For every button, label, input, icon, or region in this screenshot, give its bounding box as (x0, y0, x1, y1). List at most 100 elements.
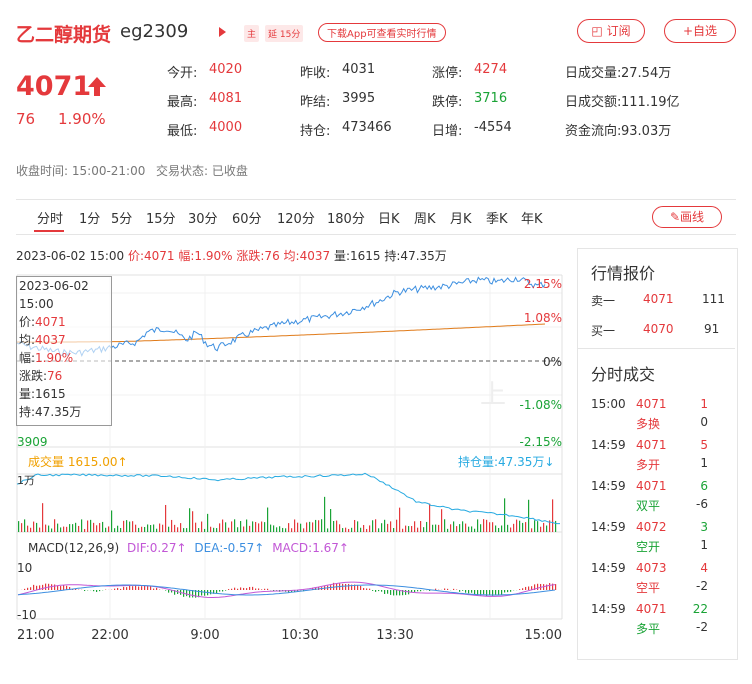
volume-bar (138, 527, 140, 532)
volume-bar (531, 528, 533, 532)
volume-bar (426, 521, 428, 532)
macd-bar (405, 590, 407, 595)
macd-bar (186, 590, 188, 597)
macd-bar (468, 590, 470, 594)
macd-bar (363, 587, 365, 590)
macd-bar (360, 585, 362, 590)
macd-bar (60, 586, 62, 590)
macd-bar (399, 590, 401, 596)
volume-bar (174, 524, 176, 532)
trade-volume: 22 (692, 602, 708, 616)
trade-time: 14:59 (591, 561, 626, 575)
subscribe-button[interactable]: ◰ 订阅 (577, 19, 645, 43)
macd-bar (489, 590, 491, 596)
volume-bar (396, 519, 398, 532)
tab-12[interactable]: 年K (521, 212, 543, 227)
macd-bar (168, 590, 170, 593)
volume-bar (378, 528, 380, 532)
play-icon[interactable] (219, 27, 226, 37)
volume-bar (114, 528, 116, 532)
trade-volume: 3 (700, 520, 708, 534)
macd-bar (504, 590, 506, 593)
volume-bar (546, 525, 548, 532)
quote-label: 日成交量: (565, 66, 622, 81)
right-axis-label: 2.15% (524, 277, 562, 291)
summary-price: 价:4071 (127, 249, 175, 263)
trade-type: 多平 (636, 622, 661, 636)
volume-bar (345, 527, 347, 532)
period-tab-bar (16, 199, 736, 235)
macd-bar (42, 584, 44, 590)
tab-3[interactable]: 15分 (146, 212, 176, 227)
macd-bar (234, 587, 236, 590)
volume-bar (51, 528, 53, 532)
macd-bar (123, 586, 125, 590)
macd-bar (378, 590, 380, 592)
macd-bar (255, 588, 257, 590)
volume-bar (519, 520, 521, 532)
volume-bar (357, 521, 359, 532)
tab-6[interactable]: 120分 (277, 212, 315, 227)
volume-bar (219, 523, 221, 532)
download-app-link[interactable]: 下载App可查看实时行情 (318, 23, 446, 42)
summary-change: 涨跌:76 (236, 249, 280, 263)
tab-1[interactable]: 1分 (79, 212, 101, 227)
volume-bar (72, 524, 74, 532)
macd-bar (465, 590, 467, 593)
tab-4[interactable]: 30分 (188, 212, 218, 227)
volume-bar (48, 525, 50, 532)
volume-bar (18, 521, 20, 532)
macd-bar (93, 590, 95, 592)
intraday-chart[interactable]: 上 2.15% 1.08% 0% -1.08% -2.15% 3909 1万 10 -1… (0, 268, 575, 648)
volume-bar (351, 527, 353, 532)
volume-bar (522, 522, 524, 532)
volume-bar (93, 522, 95, 532)
quote-value: 4081 (209, 91, 243, 106)
macd-bar (213, 590, 215, 594)
tab-0[interactable]: 分时 (37, 212, 64, 227)
volume-bar (495, 525, 497, 532)
draw-line-button[interactable]: ✎画线 (652, 206, 722, 228)
macd-bar (447, 588, 449, 590)
tab-11[interactable]: 季K (486, 212, 508, 227)
tab-9[interactable]: 周K (414, 212, 436, 227)
trade-volume: 5 (700, 438, 708, 452)
volume-bar (450, 524, 452, 532)
volume-bar (432, 524, 434, 532)
macd-bar (192, 590, 194, 598)
volume-bar (210, 526, 212, 532)
volume-bar (285, 528, 287, 532)
macd-bar (228, 589, 230, 590)
macd-bar (492, 590, 494, 596)
quote-value: 93.03万 (621, 124, 672, 139)
tab-8[interactable]: 日K (378, 212, 400, 227)
subscribe-label: 订阅 (606, 24, 631, 38)
macd-bar (195, 590, 197, 598)
tab-10[interactable]: 月K (450, 212, 472, 227)
volume-bar (507, 524, 509, 532)
volume-bar (63, 526, 65, 532)
volume-bar (453, 521, 455, 532)
summary-datetime: 2023-06-02 15:00 (16, 249, 125, 263)
macd-bar (528, 586, 530, 590)
volume-bar (231, 521, 233, 532)
volume-bar (336, 520, 338, 532)
close-time-label: 收盘时间: (16, 164, 69, 178)
volume-bar (66, 526, 68, 532)
volume-bar (417, 527, 419, 532)
volume-bar (474, 528, 476, 532)
add-watchlist-button[interactable]: +自选 (664, 19, 736, 43)
macd-bar (156, 587, 158, 590)
tab-7[interactable]: 180分 (327, 212, 365, 227)
volume-bar (462, 521, 464, 532)
ask-volume: 111 (702, 292, 725, 306)
volume-bar (471, 526, 473, 532)
volume-bar (27, 525, 29, 532)
chart-grid (16, 274, 563, 620)
macd-bar (402, 590, 404, 596)
tab-2[interactable]: 5分 (111, 212, 133, 227)
volume-bar (30, 527, 32, 532)
tab-5[interactable]: 60分 (232, 212, 262, 227)
macd-bar (333, 582, 335, 590)
right-axis-label: -2.15% (520, 435, 562, 449)
